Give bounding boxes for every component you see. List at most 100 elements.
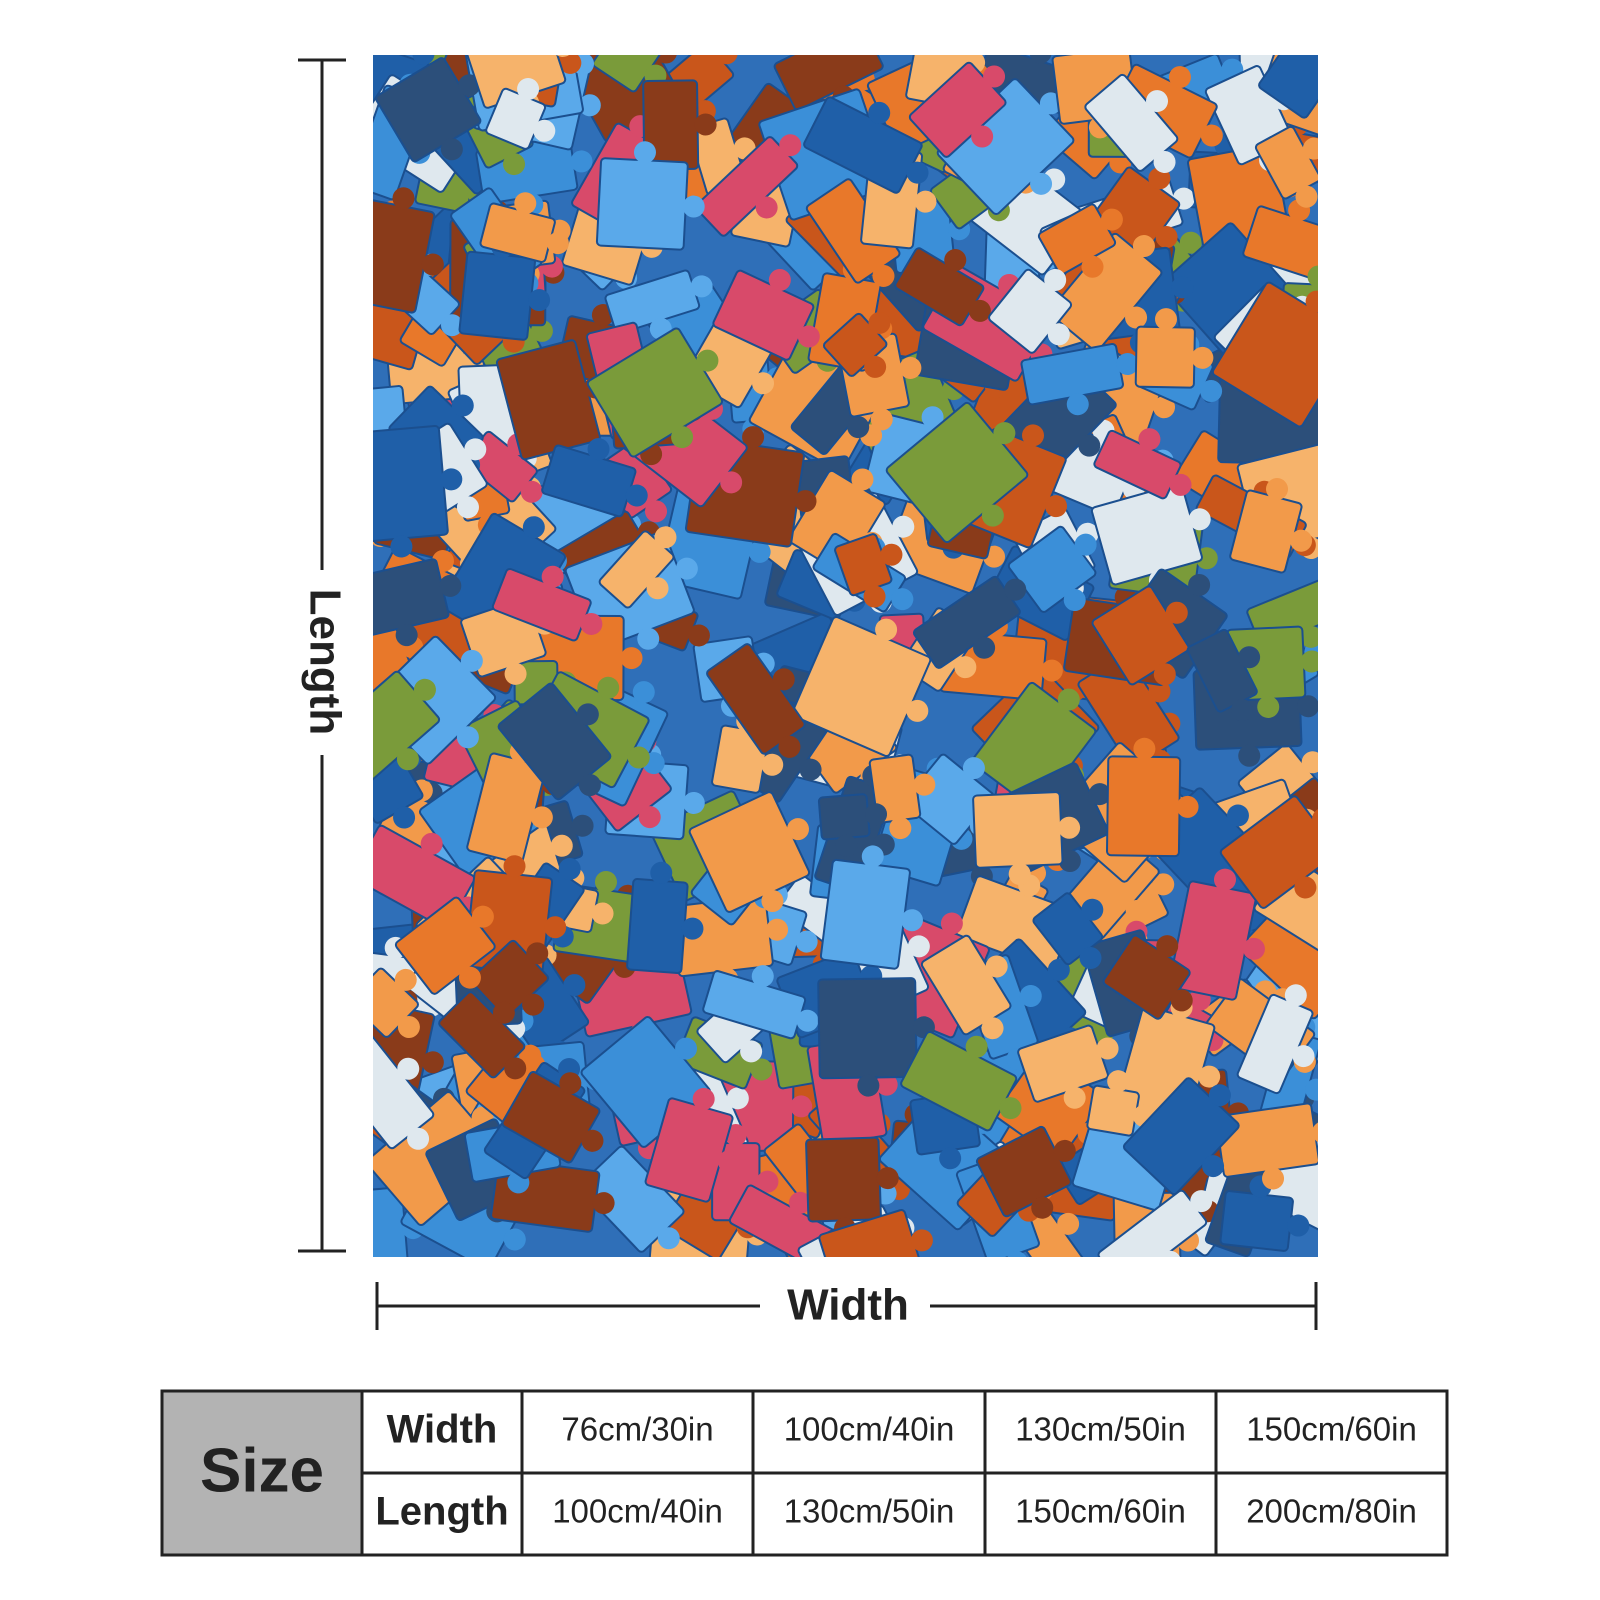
- piece-knob: [1226, 804, 1249, 827]
- piece-knob: [546, 232, 569, 255]
- piece-knob: [863, 585, 886, 608]
- puzzle-piece: [1242, 199, 1318, 281]
- piece-knob: [954, 656, 977, 679]
- puzzle-piece: [373, 670, 441, 786]
- piece-knob: [999, 1097, 1022, 1120]
- piece-knob: [720, 471, 743, 494]
- row-label: Length: [375, 1490, 508, 1534]
- piece-knob: [1213, 868, 1236, 891]
- piece-knob: [522, 993, 545, 1016]
- piece-knob: [875, 1073, 898, 1096]
- piece-knob: [578, 94, 601, 117]
- piece-knob: [993, 422, 1016, 445]
- piece-knob: [532, 24, 558, 50]
- piece-knob: [520, 480, 543, 503]
- size-cell: 76cm/30in: [561, 1411, 713, 1448]
- piece-knob: [1058, 816, 1081, 839]
- piece-knob: [1132, 235, 1155, 258]
- piece-knob: [1299, 625, 1318, 648]
- piece-knob: [625, 484, 648, 507]
- piece-knob: [1168, 66, 1191, 89]
- piece-body: [1134, 325, 1196, 389]
- piece-body: [1258, 55, 1318, 119]
- piece-knob: [450, 11, 476, 37]
- piece-body: [1215, 1102, 1318, 1178]
- piece-knob: [558, 857, 581, 880]
- piece-body: [817, 977, 918, 1080]
- piece-knob: [983, 65, 1006, 88]
- piece-knob: [1057, 1212, 1080, 1235]
- piece-knob: [799, 758, 822, 781]
- piece-knob: [790, 1095, 813, 1118]
- piece-knob: [396, 748, 419, 771]
- piece-knob: [868, 311, 891, 334]
- piece-knob: [1008, 863, 1031, 886]
- piece-knob: [597, 676, 620, 699]
- piece-knob: [539, 0, 564, 17]
- piece-knob: [517, 78, 540, 101]
- piece-knob: [715, 55, 738, 65]
- puzzle-piece: [1236, 984, 1315, 1095]
- piece-knob: [503, 855, 526, 878]
- piece-knob: [407, 1127, 430, 1150]
- piece-knob: [421, 1051, 444, 1074]
- puzzle-piece: [819, 845, 923, 970]
- piece-knob: [1336, 918, 1366, 948]
- puzzle-piece: [373, 967, 420, 1038]
- piece-knob: [397, 1057, 420, 1080]
- piece-knob: [1153, 663, 1176, 686]
- size-cell: 150cm/60in: [1246, 1411, 1417, 1448]
- puzzle-piece: [868, 753, 936, 840]
- piece-body: [972, 791, 1064, 869]
- piece-knob: [440, 138, 463, 161]
- piece-knob: [694, 113, 717, 136]
- piece-knob: [1081, 898, 1104, 921]
- piece-knob: [1107, 1070, 1130, 1093]
- size-cell: 100cm/40in: [552, 1493, 723, 1530]
- size-table: Size Width Length 76cm/30in 100cm/40in 130…: [160, 1389, 1449, 1557]
- piece-knob: [1156, 935, 1179, 958]
- table-cells: 76cm/30in 100cm/40in 130cm/50in 150cm/60in 1…: [552, 1411, 1417, 1530]
- piece-knob: [1138, 428, 1161, 451]
- piece-knob: [1088, 783, 1111, 806]
- piece-knob: [645, 500, 668, 523]
- piece-knob: [857, 1074, 880, 1097]
- piece-knob: [1331, 789, 1362, 820]
- piece-knob: [797, 325, 820, 348]
- puzzle-piece: [394, 896, 496, 995]
- piece-knob: [1078, 434, 1101, 457]
- piece-knob: [1202, 1155, 1225, 1178]
- puzzle-piece: [1037, 203, 1123, 278]
- piece-knob: [1200, 380, 1223, 403]
- width-bracket: [375, 1282, 1318, 1330]
- puzzle-piece: [894, 247, 991, 327]
- puzzle-piece: [1097, 1189, 1213, 1257]
- piece-knob: [1040, 659, 1063, 682]
- piece-knob: [795, 930, 818, 953]
- piece-knob: [1320, 861, 1351, 892]
- piece-knob: [864, 355, 887, 378]
- puzzle-piece: [702, 965, 819, 1040]
- puzzle-piece: [501, 1071, 604, 1164]
- piece-knob: [1153, 396, 1176, 419]
- piece-knob: [751, 965, 774, 988]
- piece-knob: [681, 917, 704, 940]
- piece-knob: [578, 774, 601, 797]
- width-label: Width: [787, 1281, 909, 1330]
- piece-knob: [1171, 276, 1194, 299]
- piece-knob: [1031, 1196, 1054, 1219]
- piece-knob: [1146, 90, 1169, 113]
- piece-knob: [390, 535, 413, 558]
- piece-knob: [499, 5, 528, 34]
- piece-knob: [397, 1015, 420, 1038]
- piece-knob: [899, 356, 922, 379]
- puzzle-piece: [988, 268, 1073, 354]
- piece-knob: [914, 190, 937, 213]
- piece-knob: [1305, 290, 1318, 313]
- piece-knob: [761, 889, 784, 912]
- piece-knob: [851, 468, 874, 491]
- piece-knob: [458, 966, 481, 989]
- piece-knob: [861, 845, 884, 868]
- piece-knob: [1155, 226, 1178, 249]
- piece-knob: [1284, 984, 1307, 1007]
